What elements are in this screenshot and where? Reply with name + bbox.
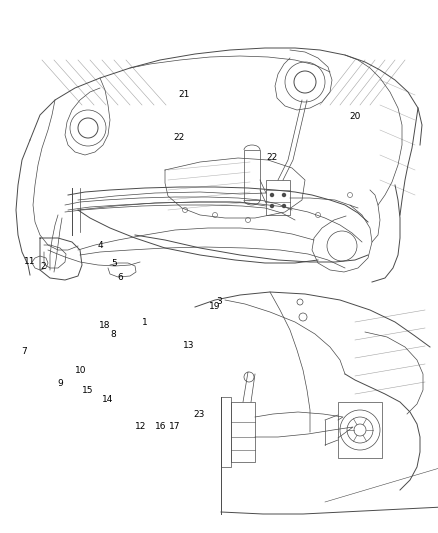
Circle shape bbox=[283, 205, 286, 207]
Text: 18: 18 bbox=[99, 321, 110, 329]
Text: 7: 7 bbox=[21, 348, 27, 356]
Text: 22: 22 bbox=[266, 153, 277, 161]
Bar bbox=[244, 150, 260, 200]
Text: 17: 17 bbox=[169, 422, 180, 431]
Text: 12: 12 bbox=[134, 422, 146, 431]
Bar bbox=[231, 402, 255, 462]
Text: 5: 5 bbox=[111, 260, 117, 268]
Bar bbox=[338, 402, 382, 458]
Text: 1: 1 bbox=[141, 318, 148, 327]
Text: 3: 3 bbox=[216, 297, 222, 305]
Bar bbox=[266, 180, 290, 215]
Circle shape bbox=[283, 193, 286, 197]
Text: 11: 11 bbox=[24, 257, 35, 265]
Text: 8: 8 bbox=[110, 330, 116, 339]
Text: 9: 9 bbox=[57, 379, 64, 388]
Text: 16: 16 bbox=[155, 422, 167, 431]
Text: 20: 20 bbox=[349, 112, 360, 120]
Text: 22: 22 bbox=[173, 133, 184, 142]
Text: 2: 2 bbox=[40, 262, 46, 271]
Circle shape bbox=[271, 193, 273, 197]
Text: 23: 23 bbox=[194, 410, 205, 419]
Text: 19: 19 bbox=[209, 302, 220, 311]
Text: 13: 13 bbox=[183, 341, 194, 350]
Bar bbox=[221, 397, 231, 467]
Text: 4: 4 bbox=[98, 241, 103, 249]
Text: 21: 21 bbox=[178, 91, 190, 99]
Text: 10: 10 bbox=[75, 366, 87, 375]
Text: 14: 14 bbox=[102, 395, 113, 404]
Text: 6: 6 bbox=[117, 273, 124, 281]
Text: 15: 15 bbox=[82, 386, 93, 394]
Circle shape bbox=[271, 205, 273, 207]
